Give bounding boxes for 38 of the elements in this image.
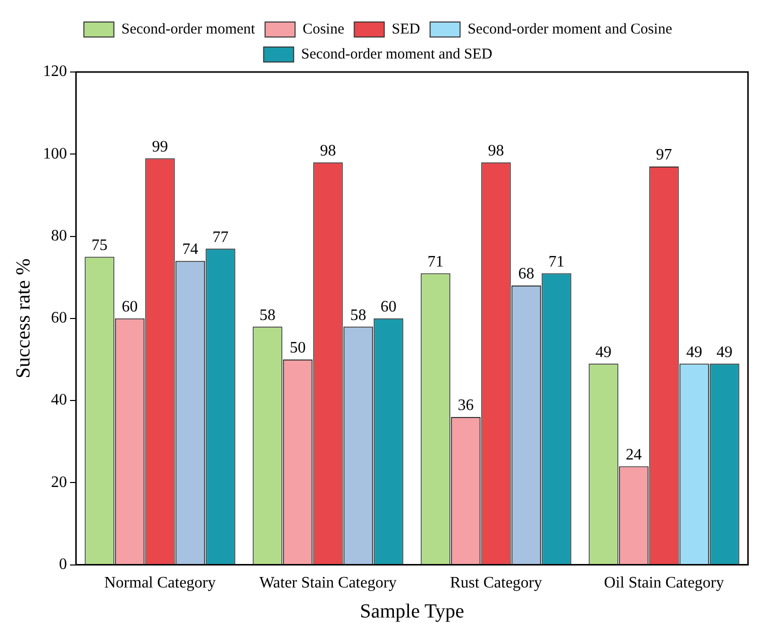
- data-label: 36: [458, 397, 474, 414]
- data-label: 49: [596, 344, 612, 361]
- data-label: 99: [152, 138, 168, 156]
- data-label: 98: [488, 142, 504, 160]
- x-tick-label: Water Stain Category: [259, 574, 397, 592]
- data-label: 49: [716, 344, 732, 361]
- data-label: 58: [350, 306, 366, 324]
- data-label: 49: [686, 344, 702, 361]
- data-label: 77: [212, 228, 228, 246]
- legend-label: Second-order moment and Cosine: [468, 21, 672, 38]
- data-label: 58: [260, 306, 276, 324]
- data-label: 50: [290, 340, 306, 357]
- data-label: 68: [518, 266, 534, 283]
- y-tick-label: 20: [51, 474, 67, 491]
- y-tick-label: 60: [51, 310, 67, 327]
- legend-label: Second-order moment: [121, 21, 256, 38]
- x-tick-label: Rust Category: [450, 574, 542, 592]
- y-tick-label: 0: [59, 556, 67, 574]
- y-tick-label: 40: [51, 392, 67, 409]
- y-tick-label: 100: [43, 145, 67, 162]
- legend-label: Cosine: [302, 21, 345, 38]
- legend-label: Second-order moment and SED: [301, 46, 493, 62]
- x-tick-label: Normal Category: [104, 574, 216, 592]
- x-axis-title: Sample Type: [360, 600, 464, 622]
- x-tick-label: Oil Stain Category: [604, 574, 724, 592]
- y-tick-label: 120: [43, 63, 67, 80]
- data-label: 98: [320, 142, 336, 160]
- legend-label: SED: [392, 21, 420, 38]
- data-label: 74: [182, 241, 198, 258]
- data-label: 71: [548, 253, 564, 270]
- data-label: 60: [380, 298, 396, 316]
- data-label: 60: [122, 298, 138, 316]
- y-axis-title: Success rate %: [12, 258, 34, 378]
- data-label: 75: [92, 237, 108, 254]
- data-label: 71: [428, 253, 444, 270]
- y-tick-label: 80: [51, 227, 67, 244]
- data-label: 97: [656, 146, 672, 164]
- data-label: 24: [626, 446, 642, 464]
